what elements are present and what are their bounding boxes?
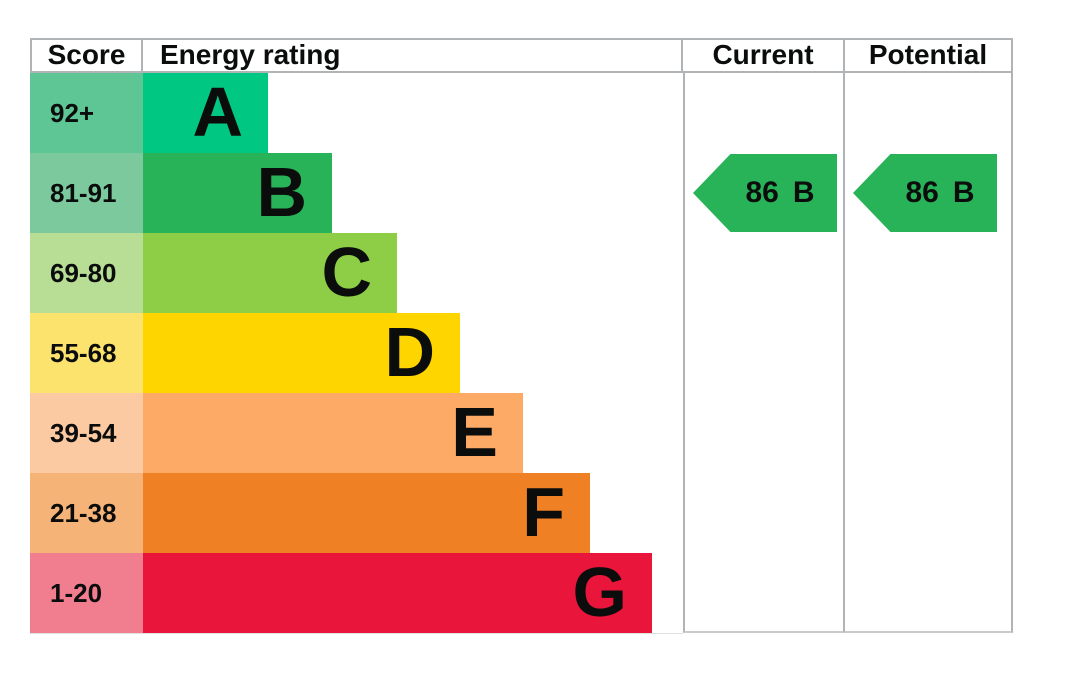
band-bar: F bbox=[143, 473, 590, 553]
band-score-cell: 21-38 bbox=[30, 473, 143, 553]
potential-rating-value: 86 bbox=[905, 176, 939, 209]
energy-rating-column-header: Energy rating bbox=[143, 40, 683, 71]
band-score-label: 21-38 bbox=[50, 498, 117, 528]
band-score-label: 81-91 bbox=[50, 178, 117, 208]
band-score-cell: 39-54 bbox=[30, 393, 143, 473]
band-row: 55-68 D bbox=[30, 313, 683, 393]
current-column-header: Current bbox=[683, 40, 845, 71]
band-letter: A bbox=[192, 73, 243, 151]
band-rows: 92+ A 81-91 B 69-80 C 55-68 D 39-54 E 21-38 F 1-20 G bbox=[30, 73, 683, 634]
band-row: 69-80 C bbox=[30, 233, 683, 313]
band-letter: F bbox=[522, 473, 565, 551]
band-row: 81-91 B bbox=[30, 153, 683, 233]
epc-chart: Score Energy rating Current Potential 92… bbox=[30, 38, 1013, 634]
band-letter: D bbox=[384, 313, 435, 391]
band-row: 92+ A bbox=[30, 73, 683, 153]
band-score-cell: 55-68 bbox=[30, 313, 143, 393]
band-letter: E bbox=[451, 393, 498, 471]
band-score-label: 92+ bbox=[50, 98, 95, 128]
epc-header-row: Score Energy rating Current Potential bbox=[30, 38, 1013, 73]
band-row: 21-38 F bbox=[30, 473, 683, 553]
band-bar: A bbox=[143, 73, 268, 153]
potential-rating-band: B bbox=[952, 176, 975, 209]
band-letter: B bbox=[256, 153, 307, 231]
band-score-cell: 69-80 bbox=[30, 233, 143, 313]
band-bar: D bbox=[143, 313, 460, 393]
band-row: 1-20 G bbox=[30, 553, 683, 633]
band-score-cell: 92+ bbox=[30, 73, 143, 153]
band-bar: E bbox=[143, 393, 523, 473]
potential-column-header: Potential bbox=[845, 40, 1013, 71]
band-score-label: 55-68 bbox=[50, 338, 117, 368]
current-rating-value: 86 bbox=[745, 176, 779, 209]
band-row: 39-54 E bbox=[30, 393, 683, 473]
band-score-cell: 81-91 bbox=[30, 153, 143, 233]
band-score-label: 69-80 bbox=[50, 258, 117, 288]
band-letter: G bbox=[572, 553, 627, 631]
band-bar: C bbox=[143, 233, 397, 313]
score-column-header: Score bbox=[30, 40, 143, 71]
current-rating-band: B bbox=[792, 176, 815, 209]
band-score-label: 39-54 bbox=[50, 418, 117, 448]
band-letter: C bbox=[321, 233, 372, 311]
band-score-label: 1-20 bbox=[50, 578, 103, 608]
band-score-cell: 1-20 bbox=[30, 553, 143, 633]
band-bar: B bbox=[143, 153, 332, 233]
band-bar: G bbox=[143, 553, 652, 633]
